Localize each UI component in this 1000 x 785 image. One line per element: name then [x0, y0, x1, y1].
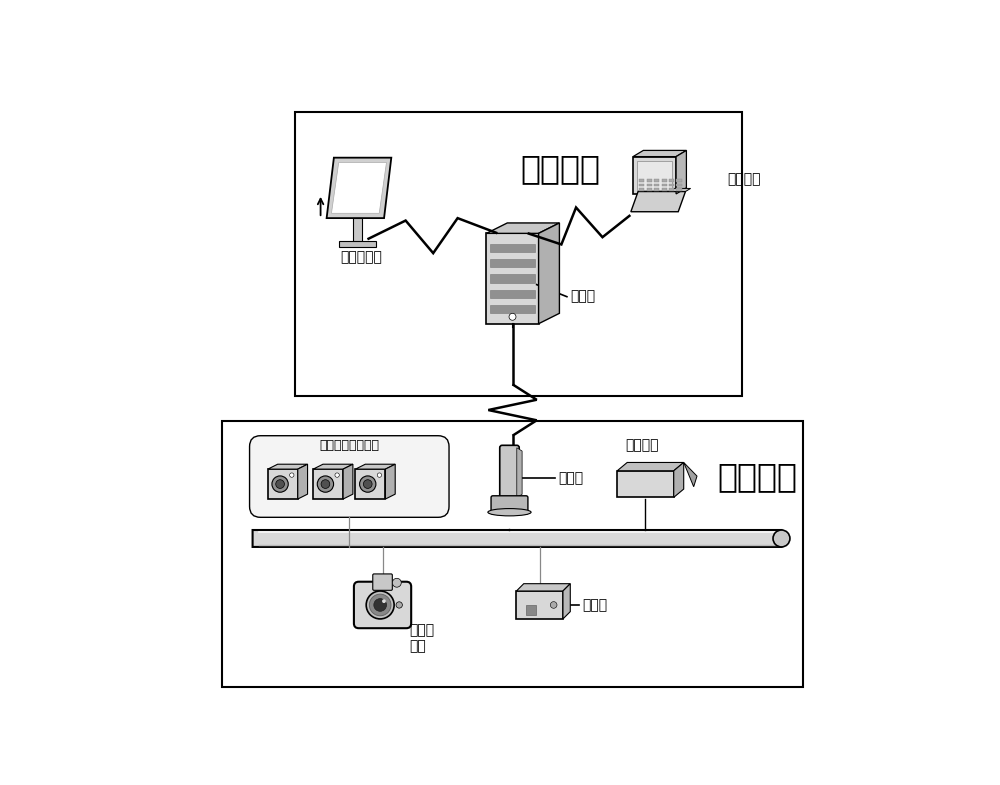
Bar	[295, 112, 742, 396]
Polygon shape	[268, 464, 308, 469]
Polygon shape	[676, 179, 682, 182]
Polygon shape	[539, 223, 559, 323]
Polygon shape	[654, 184, 659, 186]
Polygon shape	[633, 151, 686, 157]
Circle shape	[317, 476, 334, 492]
Circle shape	[396, 602, 402, 608]
Polygon shape	[669, 184, 674, 186]
Circle shape	[290, 473, 294, 477]
Polygon shape	[486, 223, 559, 233]
Polygon shape	[676, 184, 682, 186]
Polygon shape	[355, 464, 395, 469]
Polygon shape	[633, 157, 676, 194]
Polygon shape	[563, 584, 570, 619]
Polygon shape	[313, 469, 343, 499]
Circle shape	[335, 473, 339, 477]
Circle shape	[509, 313, 516, 320]
Polygon shape	[490, 259, 535, 268]
Polygon shape	[662, 179, 667, 182]
Polygon shape	[490, 305, 535, 313]
Bar	[222, 421, 803, 687]
Polygon shape	[490, 244, 535, 252]
Polygon shape	[298, 464, 308, 499]
Polygon shape	[637, 161, 672, 190]
Polygon shape	[331, 162, 386, 214]
Text: 中心显示屏: 中心显示屏	[340, 250, 382, 265]
Polygon shape	[490, 275, 535, 283]
FancyBboxPatch shape	[253, 530, 781, 547]
Text: 道口视频采集组件: 道口视频采集组件	[319, 439, 379, 452]
Circle shape	[773, 530, 790, 547]
Bar	[353, 218, 362, 243]
Circle shape	[321, 480, 330, 488]
Polygon shape	[684, 462, 697, 487]
Circle shape	[272, 476, 288, 492]
FancyBboxPatch shape	[500, 445, 519, 500]
Polygon shape	[517, 447, 522, 498]
Polygon shape	[662, 188, 667, 191]
Polygon shape	[654, 179, 659, 182]
Circle shape	[374, 599, 387, 612]
Polygon shape	[516, 584, 570, 591]
Polygon shape	[647, 179, 652, 182]
Polygon shape	[343, 464, 353, 499]
Text: 处理器: 处理器	[558, 471, 583, 485]
FancyBboxPatch shape	[354, 582, 411, 628]
Polygon shape	[486, 233, 539, 323]
Polygon shape	[662, 184, 667, 186]
Polygon shape	[674, 462, 684, 498]
Polygon shape	[617, 471, 674, 498]
Text: 编址器: 编址器	[582, 598, 607, 612]
Polygon shape	[669, 188, 674, 191]
Polygon shape	[313, 464, 353, 469]
Text: 监控后台: 监控后台	[521, 152, 601, 185]
Polygon shape	[639, 184, 644, 186]
Circle shape	[392, 579, 401, 587]
Ellipse shape	[488, 509, 531, 516]
Circle shape	[550, 601, 557, 608]
Polygon shape	[676, 188, 682, 191]
Polygon shape	[638, 188, 691, 192]
Polygon shape	[639, 179, 644, 182]
Polygon shape	[327, 158, 391, 218]
Polygon shape	[268, 469, 298, 499]
Text: 监控终端: 监控终端	[727, 172, 761, 186]
Polygon shape	[385, 464, 395, 499]
Circle shape	[377, 473, 382, 477]
Polygon shape	[355, 469, 385, 499]
Polygon shape	[516, 591, 563, 619]
Polygon shape	[617, 462, 684, 471]
Polygon shape	[676, 151, 686, 194]
Polygon shape	[490, 290, 535, 298]
FancyBboxPatch shape	[373, 574, 392, 590]
Circle shape	[276, 480, 284, 488]
Polygon shape	[669, 179, 674, 182]
Text: 电源模块: 电源模块	[626, 438, 659, 452]
Polygon shape	[639, 188, 644, 191]
Polygon shape	[654, 188, 659, 191]
Circle shape	[366, 591, 394, 619]
Text: 监测前端: 监测前端	[717, 460, 797, 493]
FancyBboxPatch shape	[491, 496, 528, 514]
Polygon shape	[631, 192, 685, 212]
FancyBboxPatch shape	[250, 436, 449, 517]
Polygon shape	[647, 184, 652, 186]
Circle shape	[360, 476, 376, 492]
Bar	[339, 241, 376, 247]
Circle shape	[382, 599, 386, 603]
Bar	[526, 605, 536, 615]
Text: 场内摄
像机: 场内摄 像机	[410, 623, 435, 653]
Polygon shape	[647, 188, 652, 191]
Text: 服务器: 服务器	[570, 290, 595, 304]
Circle shape	[363, 480, 372, 488]
Circle shape	[369, 594, 391, 615]
